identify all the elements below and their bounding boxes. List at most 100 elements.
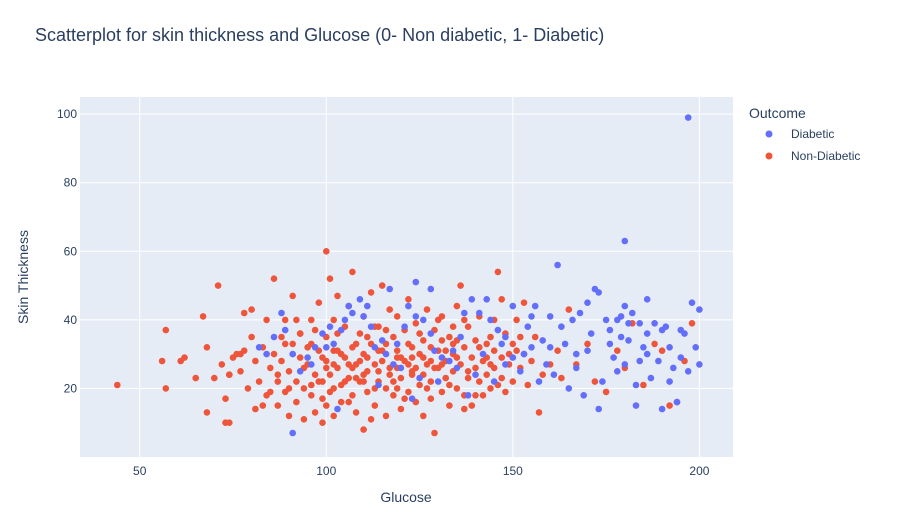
data-point [114, 381, 121, 389]
data-point [226, 371, 233, 379]
data-point [323, 344, 330, 351]
data-point [345, 398, 353, 406]
data-point [222, 395, 229, 403]
data-point [476, 378, 483, 385]
data-point [315, 378, 323, 385]
data-point [378, 337, 386, 344]
data-point [416, 381, 423, 389]
data-point [158, 357, 166, 365]
data-point [412, 313, 420, 320]
data-point [181, 354, 188, 361]
data-point [274, 378, 282, 385]
data-point [625, 320, 632, 327]
data-point [438, 361, 446, 368]
data-point [356, 357, 364, 365]
legend-marker [765, 130, 773, 138]
data-point [393, 385, 401, 392]
data-point [289, 429, 297, 437]
data-point [371, 361, 379, 368]
data-point [498, 354, 506, 361]
data-point [513, 347, 520, 355]
data-point [673, 398, 681, 406]
data-point [267, 388, 274, 396]
data-point [211, 374, 218, 382]
data-point [341, 316, 349, 324]
data-point [431, 347, 438, 355]
data-point [606, 326, 614, 334]
data-point [528, 357, 535, 365]
data-point [632, 381, 640, 389]
x-tick-label: 150 [503, 464, 523, 478]
data-point [296, 330, 304, 337]
data-point [595, 289, 602, 296]
data-point [636, 357, 643, 365]
data-point [386, 371, 394, 379]
data-point [162, 326, 170, 334]
data-point [323, 364, 330, 372]
data-point [453, 385, 461, 392]
data-point [457, 282, 464, 289]
data-point [449, 323, 457, 331]
data-point [621, 361, 629, 368]
data-point [490, 378, 498, 385]
data-points [114, 114, 703, 437]
data-point [364, 388, 371, 396]
data-point [323, 402, 330, 409]
data-point [334, 292, 341, 300]
data-point [393, 347, 401, 355]
data-point [248, 306, 255, 313]
data-point [658, 405, 666, 413]
chart-title: Scatterplot for skin thickness and Gluco… [35, 25, 604, 45]
legend-label: Diabetic [791, 127, 834, 141]
data-point [349, 392, 356, 399]
data-point [308, 392, 315, 399]
data-point [636, 320, 643, 327]
data-point [408, 371, 416, 379]
data-point [378, 282, 386, 289]
data-point [438, 337, 446, 344]
data-point [360, 378, 367, 385]
y-tick-label: 80 [64, 176, 78, 190]
data-point [438, 354, 446, 361]
data-point [487, 361, 494, 368]
data-point [490, 347, 498, 355]
data-point [240, 309, 248, 317]
data-point [162, 385, 170, 392]
data-point [252, 357, 259, 365]
data-point [214, 282, 222, 289]
data-point [352, 374, 360, 382]
data-point [367, 289, 375, 296]
data-point [390, 378, 397, 385]
data-point [289, 340, 297, 348]
data-point [517, 368, 524, 375]
data-point [352, 409, 360, 416]
x-axis-title: Glucose [380, 489, 432, 505]
data-point [617, 333, 625, 341]
data-point [494, 326, 502, 334]
data-point [423, 306, 431, 313]
data-point [420, 412, 427, 420]
data-point [520, 350, 528, 358]
data-point [270, 350, 278, 358]
data-point [509, 378, 517, 385]
data-point [293, 316, 300, 324]
data-point [386, 306, 394, 313]
data-point [420, 337, 427, 344]
data-point [643, 296, 651, 303]
data-point [520, 299, 528, 307]
data-point [386, 285, 394, 293]
data-point [487, 333, 494, 341]
data-point [427, 395, 435, 403]
data-point [270, 333, 278, 341]
data-point [692, 344, 699, 351]
data-point [199, 313, 207, 320]
data-point [513, 316, 520, 324]
data-point [382, 412, 390, 420]
data-point [300, 385, 308, 392]
data-point [360, 313, 367, 320]
data-point [378, 357, 386, 365]
data-point [330, 361, 338, 368]
data-point [330, 340, 338, 348]
data-point [393, 340, 401, 348]
data-point [431, 364, 438, 372]
